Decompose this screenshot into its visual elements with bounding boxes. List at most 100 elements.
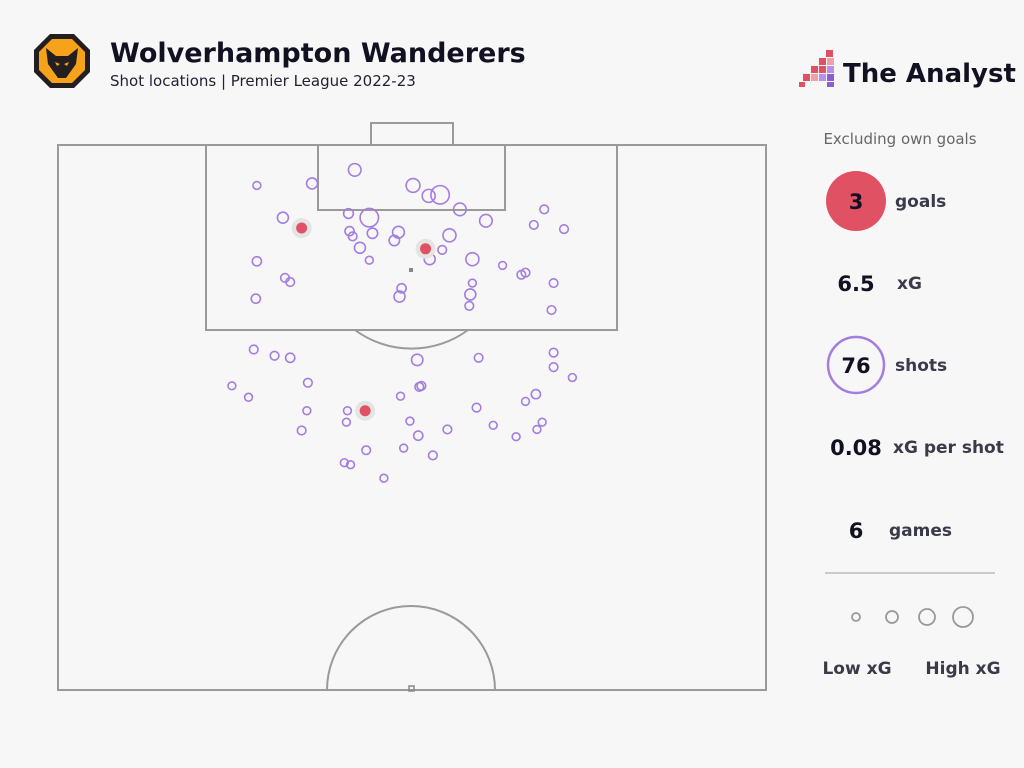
goals-label: goals [895,192,946,212]
legend-circle-4 [952,606,974,628]
shot-marker [243,392,254,402]
games-label: games [889,521,952,541]
shot-marker [364,255,375,265]
shot-marker [379,473,389,483]
shot-marker [395,391,406,401]
shot-marker [345,460,356,470]
shot-marker [342,406,353,416]
goal-marker [420,243,432,255]
xg-per-shot-value: 0.08 [830,436,882,460]
shot-marker [285,276,296,288]
shot-marker [464,288,477,301]
page-subtitle: Shot locations | Premier League 2022-23 [110,72,416,90]
shot-marker [532,424,542,435]
centre-circle [326,605,496,691]
legend-circle-1 [851,612,861,622]
centre-spot [408,685,415,692]
six-yard-box [317,144,506,211]
shot-marker [412,430,424,442]
xg-per-shot-label: xG per shot [893,438,1004,458]
shot-marker [353,241,367,255]
shot-marker [465,251,480,267]
penalty-box [205,144,618,331]
shot-marker [537,417,547,427]
shot-marker [430,184,451,205]
legend-low-xg: Low xG [822,659,891,679]
shot-marker [276,211,290,224]
shot-marker [393,290,406,303]
games-value: 6 [849,519,864,543]
page-title: Wolverhampton Wanderers [110,38,526,69]
shot-marker [473,352,484,363]
shot-marker [488,420,498,430]
shot-marker [250,293,262,305]
shot-marker [558,223,570,235]
shot-marker [467,278,478,288]
the-analyst-logo: The Analyst [799,50,1016,89]
shot-marker [478,213,494,228]
shot-marker [405,416,415,426]
shot-marker [520,396,531,407]
shot-marker [567,372,578,383]
shot-marker [539,204,550,215]
shot-marker [248,344,259,355]
shot-marker [252,180,262,191]
shot-marker [528,219,539,231]
shot-marker [284,352,296,364]
shot-marker [359,207,380,228]
shot-marker [464,300,475,312]
shot-marker [546,304,557,316]
shot-marker [497,260,508,271]
shots-value: 76 [841,354,870,378]
legend-circle-3 [918,608,936,626]
shot-marker [341,417,352,427]
shot-marker [366,227,379,240]
shots-badge [826,335,886,395]
goal-marker [296,222,308,234]
shots-label: shots [895,356,947,376]
shot-marker [398,443,409,453]
shot-marker [396,282,407,294]
shot-marker [227,381,237,391]
shots-layer [227,162,578,483]
shot-marker [548,347,559,358]
pitch [57,122,767,692]
xg-size-legend [851,606,974,628]
shot-marker [548,277,559,289]
goals-badge [826,171,886,231]
shot-marker [410,353,424,367]
brand-logo-text: The Analyst [843,59,1016,89]
shot-marker [442,424,453,435]
shot-marker [511,432,521,442]
shot-marker [251,255,263,267]
shot-marker [269,350,280,361]
xg-value: 6.5 [837,272,874,296]
penalty-arc [354,329,469,350]
shot-marker [548,362,559,373]
shot-marker [427,450,438,461]
shot-marker [405,177,421,194]
shot-marker [361,445,372,456]
goal-frame [370,122,454,146]
shot-marker [471,402,482,413]
shot-marker [342,207,355,220]
shot-marker [416,380,427,391]
shot-marker [437,244,448,255]
own-goals-note: Excluding own goals [823,130,976,148]
penalty-spot [409,268,413,272]
shot-marker [442,228,457,243]
shot-marker [339,457,350,468]
xg-label: xG [897,274,922,294]
shot-marker [296,425,307,436]
shot-marker [421,188,436,204]
shot-marker [302,377,313,388]
shot-marker [347,162,362,178]
goals-value: 3 [849,190,864,214]
legend-circle-2 [885,610,899,624]
shot-marker [344,225,355,237]
shot-marker [388,234,401,247]
shot-marker [530,388,542,400]
goal-marker [359,405,371,417]
shot-marker [302,406,312,416]
